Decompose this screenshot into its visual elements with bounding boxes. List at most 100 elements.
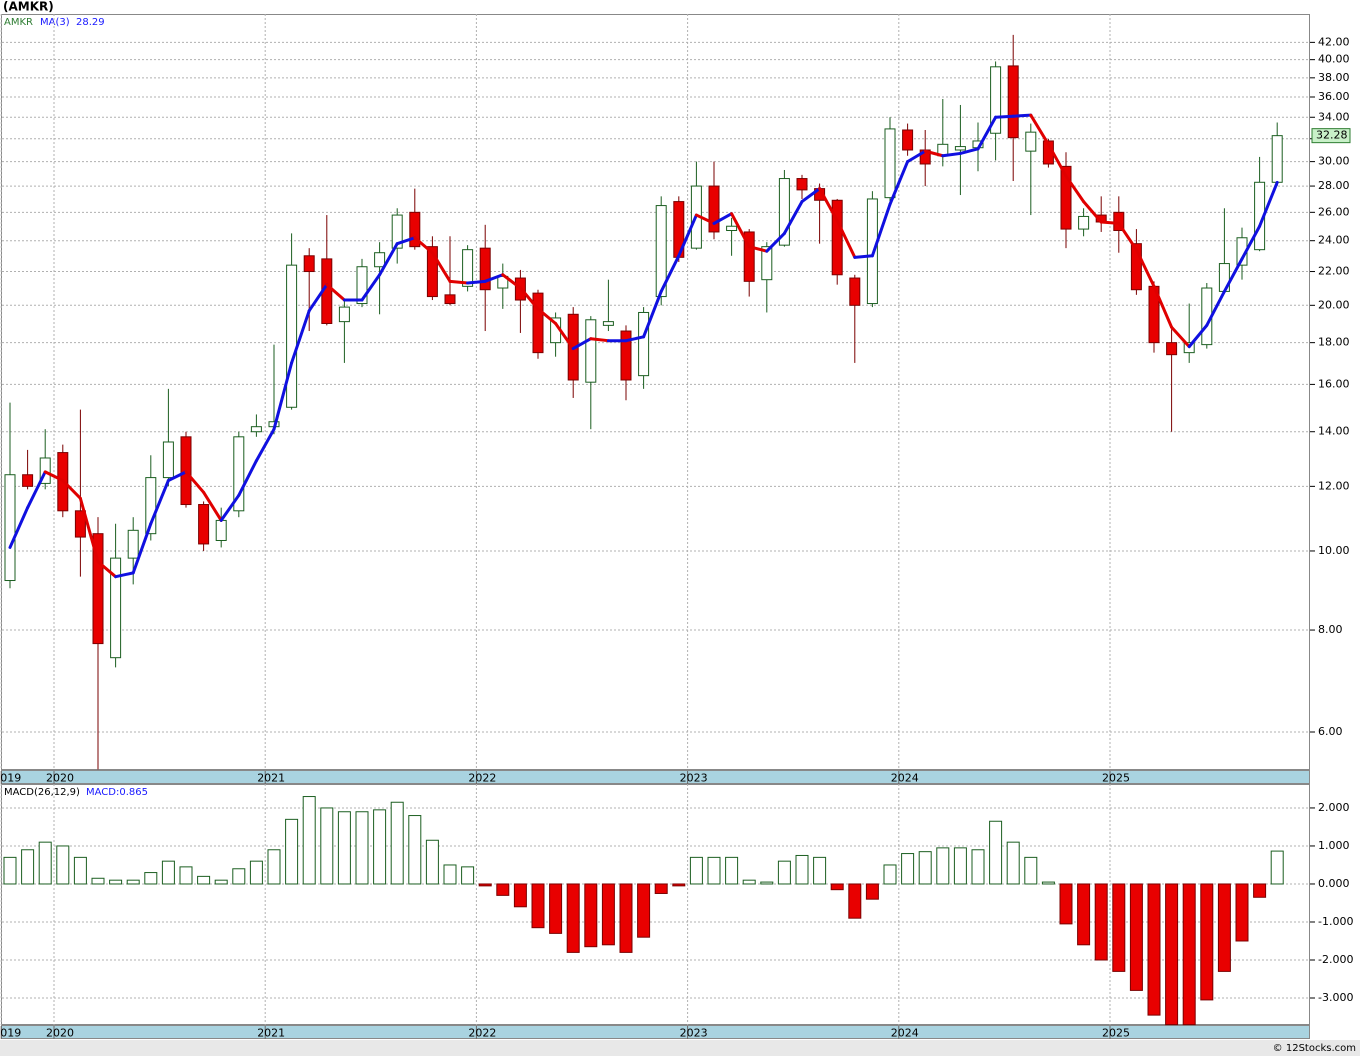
y-tick-label: 0.000	[1318, 877, 1350, 890]
y-tick-label: 36.00	[1318, 90, 1350, 103]
macd-bar	[267, 849, 281, 885]
macd-bar	[144, 872, 158, 885]
candle-body	[215, 519, 227, 541]
macd-bar	[302, 796, 316, 885]
y-tick-label: 40.00	[1318, 53, 1350, 66]
x-tick-label: 2019	[0, 772, 21, 785]
candle-body	[462, 249, 474, 287]
candle-body	[620, 330, 632, 381]
macd-bar	[513, 883, 527, 908]
ma-segment	[413, 236, 434, 255]
legend-macd: MACD(26,12,9)	[4, 787, 80, 798]
x-tick-label: 2024	[891, 772, 919, 785]
ma-segment	[395, 236, 417, 246]
ma-segment	[694, 213, 716, 225]
macd-bar	[936, 847, 950, 885]
ma-segment	[589, 337, 610, 343]
macd-bar	[654, 883, 668, 894]
ma-segment	[818, 187, 839, 223]
ma-segment	[1222, 257, 1244, 293]
x-tick-label: 2025	[1102, 1027, 1130, 1040]
y-tick-label: -2.000	[1318, 953, 1353, 966]
x-tick-label: 2021	[257, 1027, 285, 1040]
ma-segment	[448, 279, 470, 285]
candle-body	[743, 231, 755, 282]
ma-segment	[307, 283, 329, 313]
candle-body	[1007, 65, 1019, 139]
ma-segment	[888, 160, 910, 206]
macd-bar	[760, 881, 774, 885]
macd-bar	[443, 864, 457, 885]
candle-body	[831, 199, 843, 276]
ma-segment	[536, 307, 558, 325]
ma-segment	[958, 147, 980, 155]
macd-bar	[461, 866, 475, 885]
footer-band	[0, 1040, 1360, 1056]
macd-bar	[742, 879, 756, 885]
ma-segment	[166, 470, 188, 482]
macd-bar	[689, 856, 703, 885]
macd-bar	[249, 860, 263, 885]
macd-bar	[232, 868, 246, 885]
candle-body	[585, 319, 597, 383]
macd-bar	[408, 815, 422, 885]
ma-segment	[272, 361, 294, 431]
macd-bar	[549, 883, 563, 934]
ma-segment	[1187, 323, 1209, 349]
candle-body	[708, 185, 720, 233]
ma-segment	[43, 470, 65, 482]
ma-segment	[1170, 325, 1191, 349]
ma-segment	[571, 337, 593, 351]
ma-segment	[800, 187, 822, 204]
ma-segment	[1082, 200, 1103, 224]
candle-body	[250, 426, 262, 433]
macd-bar	[1147, 883, 1161, 1016]
legend-ma-value: 28.29	[76, 17, 105, 28]
ma-segment	[26, 470, 47, 510]
ma-segment	[290, 309, 311, 365]
ma-segment	[1029, 113, 1050, 146]
ma-segment	[430, 251, 452, 283]
legend-ma: MA(3)	[40, 17, 70, 28]
ma-segment	[782, 200, 804, 235]
candle-body	[198, 504, 210, 545]
macd-bar	[161, 860, 175, 885]
macd-bar	[1024, 856, 1038, 885]
ma-segment	[765, 231, 786, 253]
macd-bar	[425, 839, 439, 885]
y-tick-label: 14.00	[1318, 425, 1350, 438]
ma-segment	[870, 202, 892, 258]
ma-segment	[1046, 142, 1068, 178]
macd-bar	[214, 879, 228, 885]
macd-bar	[126, 879, 140, 885]
ma-segment	[853, 254, 874, 259]
y-tick-label: 12.00	[1318, 479, 1350, 492]
macd-bar	[478, 883, 492, 887]
ma-segment	[730, 212, 751, 249]
y-tick-label: 38.00	[1318, 71, 1350, 84]
macd-bar	[848, 883, 862, 919]
macd-bar	[1129, 883, 1143, 991]
ma-segment	[835, 219, 857, 259]
x-tick-label: 2023	[680, 1027, 708, 1040]
macd-bar	[38, 841, 52, 885]
ma-segment	[642, 289, 663, 339]
candle-body	[1130, 243, 1142, 291]
y-tick-label: 28.00	[1318, 179, 1350, 192]
macd-bar	[373, 809, 387, 885]
candle-body	[22, 474, 34, 487]
ma-segment	[325, 283, 346, 302]
macd-bar	[707, 856, 721, 885]
x-tick-label: 2020	[46, 772, 74, 785]
y-tick-label: 6.00	[1318, 725, 1343, 738]
x-tick-label: 2024	[891, 1027, 919, 1040]
macd-bar	[813, 856, 827, 885]
legend-macd-value: MACD:0.865	[86, 787, 148, 798]
candle-body	[145, 477, 157, 535]
macd-bar	[1112, 883, 1126, 972]
y-tick-label: 16.00	[1318, 377, 1350, 390]
y-tick-label: 22.00	[1318, 265, 1350, 278]
macd-bar	[109, 879, 123, 885]
macd-bar	[355, 811, 369, 885]
